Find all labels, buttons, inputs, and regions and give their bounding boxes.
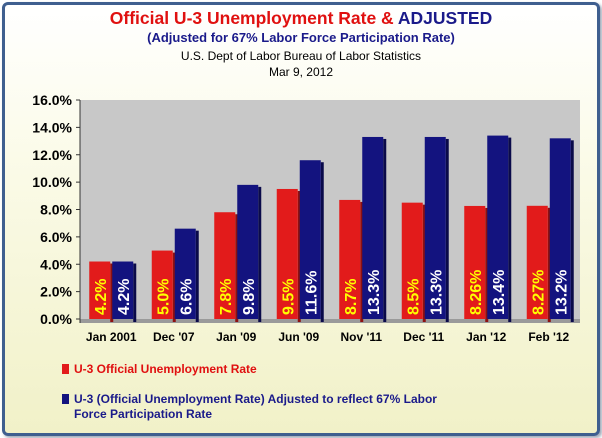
bar-adjusted bbox=[549, 138, 571, 319]
data-label-adjusted: 13.2% bbox=[553, 270, 570, 315]
bar-shadow bbox=[485, 207, 489, 322]
data-label-adjusted: 4.2% bbox=[116, 279, 133, 315]
bar-adjusted bbox=[237, 184, 259, 319]
data-label-adjusted: 9.8% bbox=[241, 279, 258, 315]
chart-title: Official U-3 Unemployment Rate & ADJUSTE… bbox=[0, 8, 602, 29]
bar-shadow bbox=[195, 230, 199, 322]
bar-official bbox=[276, 188, 298, 319]
bar-official bbox=[339, 199, 361, 319]
bar-adjusted bbox=[362, 136, 384, 319]
data-label-official: 7.8% bbox=[218, 279, 235, 315]
bar-official bbox=[89, 261, 111, 319]
bar-adjusted bbox=[487, 135, 509, 319]
data-label-official: 8.27% bbox=[530, 270, 547, 315]
x-category-label: Dec '07 bbox=[153, 330, 195, 344]
bar-adjusted bbox=[299, 160, 321, 319]
bar-official bbox=[214, 212, 236, 319]
title-official: Official U-3 Unemployment Rate & bbox=[109, 8, 398, 28]
bar-shadow bbox=[570, 140, 574, 322]
legend-label-official: U-3 Official Unemployment Rate bbox=[74, 362, 257, 376]
legend-swatch-adjusted bbox=[62, 394, 69, 404]
bar-shadow bbox=[508, 137, 512, 322]
data-label-adjusted: 6.6% bbox=[178, 279, 195, 315]
plot-floor bbox=[80, 319, 580, 323]
x-category-label: Dec '11 bbox=[403, 330, 444, 344]
x-category-label: Jun '09 bbox=[278, 330, 319, 344]
y-tick-label: 16.0% bbox=[32, 92, 72, 108]
bar-adjusted bbox=[174, 228, 196, 319]
data-label-official: 8.26% bbox=[468, 270, 485, 315]
data-label-official: 4.2% bbox=[93, 279, 110, 315]
bar-shadow bbox=[235, 214, 239, 322]
data-label-adjusted: 13.3% bbox=[428, 270, 445, 315]
y-tick-label: 0.0% bbox=[40, 311, 72, 327]
data-label-adjusted: 13.3% bbox=[366, 270, 383, 315]
x-category-label: Nov '11 bbox=[340, 330, 382, 344]
legend-item-adjusted-line2: Force Participation Rate bbox=[74, 407, 212, 421]
bar-shadow bbox=[383, 138, 387, 322]
y-tick-label: 6.0% bbox=[40, 229, 72, 245]
data-label-official: 8.7% bbox=[343, 279, 360, 315]
y-tick-label: 14.0% bbox=[32, 119, 72, 135]
y-tick-label: 12.0% bbox=[32, 147, 72, 163]
chart-subtitle: (Adjusted for 67% Labor Force Participat… bbox=[147, 30, 455, 45]
bar-adjusted bbox=[112, 261, 134, 319]
y-tick-label: 4.0% bbox=[40, 256, 72, 272]
date-label: Mar 9, 2012 bbox=[268, 65, 334, 79]
data-label-official: 5.0% bbox=[155, 279, 172, 315]
y-tick-label: 2.0% bbox=[40, 284, 72, 300]
x-category-label: Jan '09 bbox=[216, 330, 257, 344]
bar-shadow bbox=[360, 201, 364, 322]
data-label-official: 8.5% bbox=[405, 279, 422, 315]
bar-shadow bbox=[297, 190, 301, 322]
legend-label-adjusted-line2: Force Participation Rate bbox=[74, 407, 213, 421]
bar-official bbox=[464, 205, 486, 319]
source-label: U.S. Dept of Labor Bureau of Labor Stati… bbox=[180, 49, 422, 63]
legend-item-adjusted: U-3 (Official Unemployment Rate) Adjuste… bbox=[62, 392, 437, 406]
x-category-label: Jan 2001 bbox=[86, 330, 137, 344]
y-tick-label: 10.0% bbox=[32, 174, 72, 190]
bar-shadow bbox=[547, 207, 551, 322]
x-category-label: Jan '12 bbox=[466, 330, 507, 344]
bar-official bbox=[526, 205, 548, 319]
data-label-adjusted: 13.4% bbox=[491, 270, 508, 315]
legend-label-adjusted: U-3 (Official Unemployment Rate) Adjuste… bbox=[74, 392, 437, 406]
bar-shadow bbox=[445, 138, 449, 322]
data-label-official: 9.5% bbox=[280, 279, 297, 315]
bar-shadow bbox=[133, 263, 137, 322]
bar-shadow bbox=[258, 186, 262, 322]
bar-shadow bbox=[320, 162, 324, 322]
bar-adjusted bbox=[424, 136, 446, 319]
bar-shadow bbox=[172, 252, 176, 322]
title-adjusted: ADJUSTED bbox=[397, 8, 493, 28]
bar-shadow bbox=[110, 263, 114, 322]
y-tick-label: 8.0% bbox=[40, 202, 72, 218]
legend-item-official: U-3 Official Unemployment Rate bbox=[62, 362, 257, 376]
data-label-adjusted: 11.6% bbox=[303, 271, 320, 315]
bar-official bbox=[151, 250, 173, 319]
bar-shadow bbox=[422, 204, 426, 322]
x-category-label: Feb '12 bbox=[528, 330, 569, 344]
bar-official bbox=[401, 202, 423, 319]
legend-swatch-official bbox=[62, 364, 69, 374]
